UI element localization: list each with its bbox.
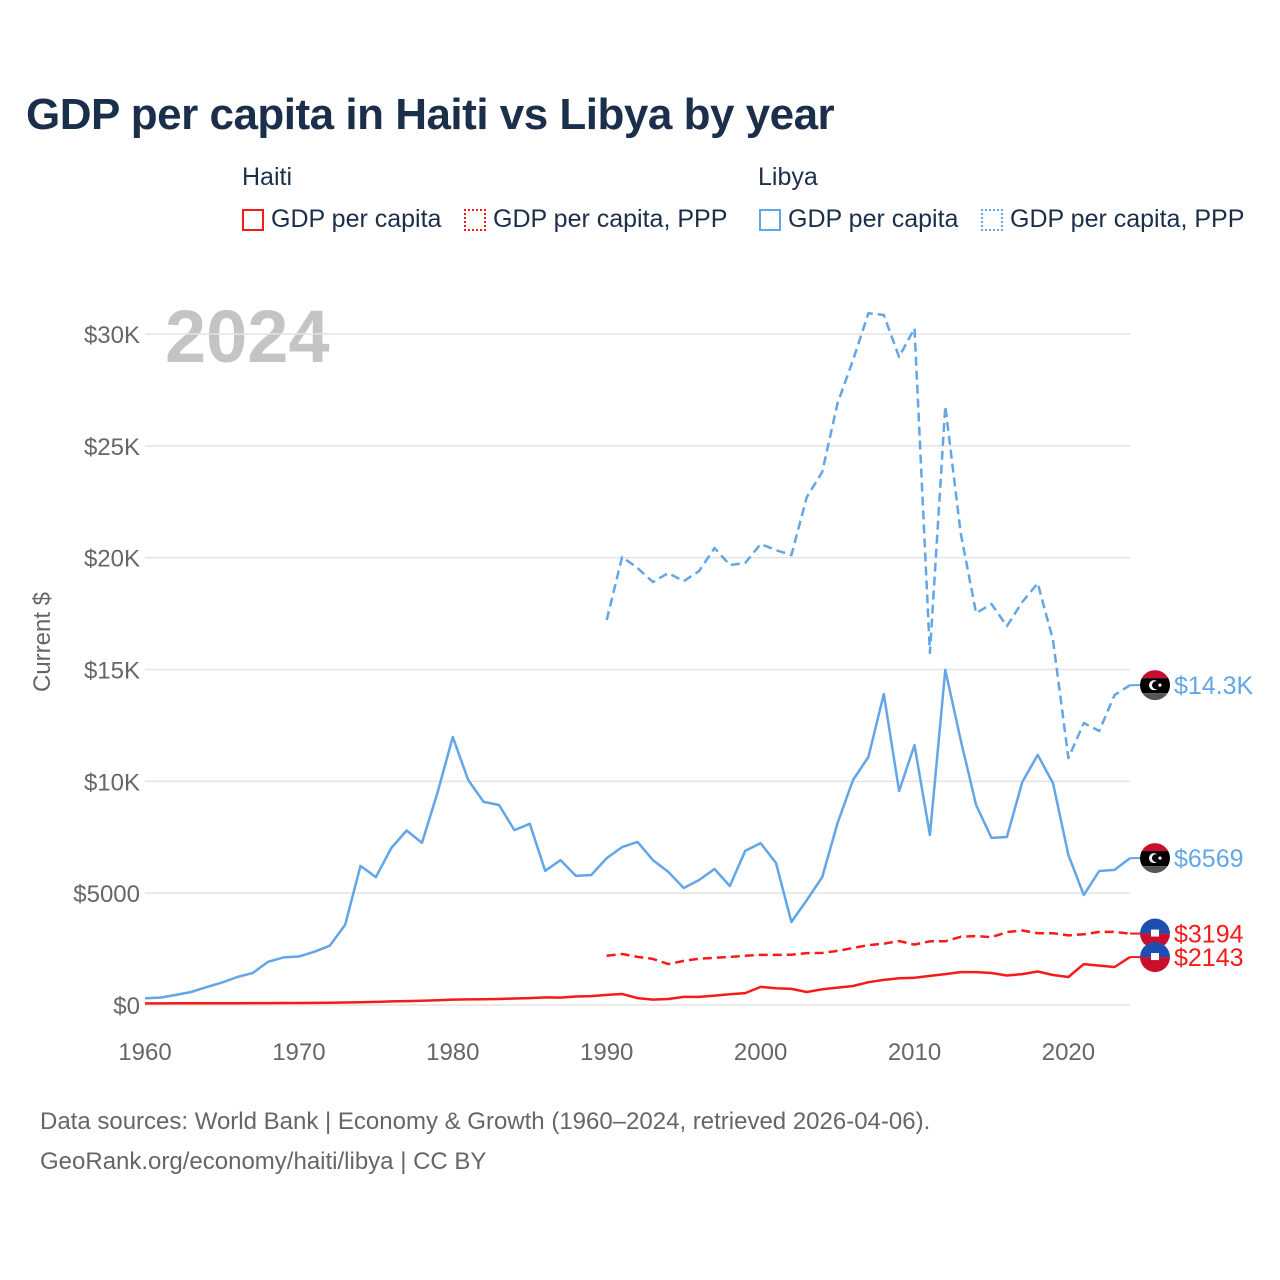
x-tick-label: 1980 xyxy=(426,1039,479,1066)
legend-swatch-dotted-red xyxy=(464,208,486,231)
series-line-libya-gdp-per-capita xyxy=(144,668,1131,1000)
star-icon xyxy=(1158,856,1162,860)
flag-body xyxy=(1140,942,1170,973)
legend-group-libya: Libya xyxy=(758,163,818,191)
legend-swatch-dotted-blue xyxy=(981,208,1003,231)
flag-body xyxy=(1140,670,1170,701)
flag-stripe-green xyxy=(1140,693,1170,701)
haiti-flag-icon xyxy=(1140,942,1170,973)
x-tick-label: 2020 xyxy=(1042,1039,1095,1066)
y-tick-label: $5000 xyxy=(73,881,140,908)
y-tick-label: $0 xyxy=(113,993,140,1020)
y-tick-label: $30K xyxy=(84,322,140,349)
legend-libya-gdp[interactable]: GDP per capita xyxy=(759,205,958,234)
flag-stripe-red xyxy=(1140,957,1170,973)
star-icon xyxy=(1158,683,1162,687)
legend-label: GDP per capita, PPP xyxy=(1010,205,1245,233)
legend-group-haiti: Haiti xyxy=(242,163,293,191)
chart-title: GDP per capita in Haiti vs Libya by year xyxy=(26,90,835,139)
series-line-haiti-gdp-per-capita-ppp xyxy=(606,929,1131,966)
legend-label: GDP per capita xyxy=(271,205,442,233)
x-tick-label: 1970 xyxy=(272,1039,325,1066)
x-tick-label: 2010 xyxy=(888,1039,941,1066)
legend-haiti-ppp[interactable]: GDP per capita, PPP xyxy=(464,205,727,234)
series-line-libya-gdp-per-capita-ppp xyxy=(605,311,1131,760)
end-value-label: $3194 xyxy=(1174,921,1244,949)
y-tick-label: $20K xyxy=(84,546,140,573)
year-watermark: 2024 xyxy=(165,295,330,378)
coat-of-arms-icon xyxy=(1151,953,1159,961)
legend-swatch-solid-red xyxy=(242,208,264,231)
legend-haiti-gdp[interactable]: GDP per capita xyxy=(242,205,441,234)
legend-label: GDP per capita, PPP xyxy=(493,205,728,233)
flag-body xyxy=(1140,843,1170,874)
y-axis-label: Current $ xyxy=(29,592,56,692)
crescent-cut xyxy=(1152,681,1160,690)
crescent-cut xyxy=(1152,854,1160,863)
legend-swatch-solid-blue xyxy=(759,208,781,231)
flag-stripe-blue xyxy=(1140,918,1170,934)
coat-of-arms-icon xyxy=(1151,929,1159,937)
footer-link[interactable]: GeoRank.org/economy/haiti/libya | CC BY xyxy=(40,1148,487,1175)
legend-label: GDP per capita xyxy=(788,205,959,233)
flag-stripe-red xyxy=(1140,670,1170,679)
libya-flag-icon xyxy=(1140,843,1170,874)
legend-libya-ppp[interactable]: GDP per capita, PPP xyxy=(981,205,1244,234)
end-value-label: $6569 xyxy=(1174,845,1244,873)
flag-stripe-red xyxy=(1140,843,1170,852)
end-value-label: $2143 xyxy=(1174,944,1244,972)
y-tick-label: $25K xyxy=(84,434,140,461)
y-tick-label: $10K xyxy=(84,769,140,796)
x-tick-label: 1960 xyxy=(118,1039,171,1066)
x-tick-label: 2000 xyxy=(734,1039,787,1066)
libya-flag-icon xyxy=(1140,670,1170,701)
series-line-haiti-gdp-per-capita xyxy=(145,956,1131,1005)
x-tick-label: 1990 xyxy=(580,1039,633,1066)
end-value-label: $14.3K xyxy=(1174,672,1254,700)
flag-stripe-green xyxy=(1140,866,1170,874)
flag-stripe-blue xyxy=(1140,942,1170,958)
footer-sources: Data sources: World Bank | Economy & Gro… xyxy=(40,1108,931,1135)
y-tick-label: $15K xyxy=(84,658,140,685)
